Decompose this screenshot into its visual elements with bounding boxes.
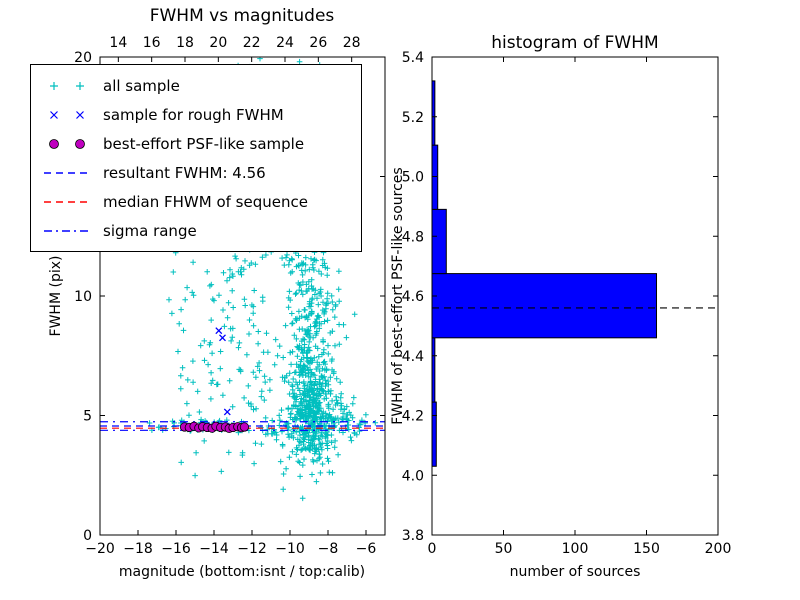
x-tick-label: −14 <box>199 541 229 557</box>
right-plot-axes: 0 50 100 150 200 3.8 4.0 4.2 4.4 4.6 4.8 5.0 5.2 5.4 <box>402 50 732 557</box>
legend-label: all sample <box>103 76 180 95</box>
y-tick-label: 5.4 <box>402 50 424 66</box>
y-tick-label: 5.2 <box>402 110 424 126</box>
plus-icon <box>50 81 84 90</box>
left-xaxis-label: magnitude (bottom:isnt / top:calib) <box>119 564 365 580</box>
x-tick-label: −12 <box>237 541 267 557</box>
right-xaxis-label: number of sources <box>510 564 641 580</box>
x-tick-label: −18 <box>123 541 153 557</box>
top-tick-label: 22 <box>243 35 261 51</box>
circle-icon <box>49 138 85 149</box>
x-tick-label: 150 <box>633 541 660 557</box>
top-tick-label: 24 <box>276 35 294 51</box>
legend-item: sample for rough FWHM <box>41 105 351 125</box>
x-tick-label: 0 <box>428 541 437 557</box>
y-tick-label: 20 <box>74 50 92 66</box>
x-tick-label: −10 <box>275 541 305 557</box>
y-tick-label: 4.0 <box>402 468 424 484</box>
left-plot-title: FWHM vs magnitudes <box>150 6 335 26</box>
psf-sample-marker <box>239 422 249 432</box>
scatter-psf-sample-layer <box>179 421 249 434</box>
y-tick-label: 0 <box>83 528 92 544</box>
legend-label: sample for rough FWHM <box>103 105 284 124</box>
x-tick-label: 50 <box>495 541 513 557</box>
left-yaxis-label: FWHM (pix) <box>48 256 64 337</box>
x-icon <box>50 110 84 119</box>
histogram-bar <box>432 144 439 210</box>
legend-item: median FHWM of sequence <box>41 192 351 212</box>
left-plot-axes: −20 −18 −16 −14 −12 −10 −8 −6 14 16 18 20 22 24 26 28 0 5… <box>74 35 386 557</box>
x-tick-label: −8 <box>318 541 339 557</box>
legend-item: resultant FWHM: 4.56 <box>41 163 351 183</box>
legend: all sample sample for rough FWHM best-effo… <box>30 64 362 252</box>
histogram-bar <box>432 273 658 339</box>
x-tick-label: 200 <box>705 541 732 557</box>
dashed-line-icon <box>44 200 90 203</box>
legend-label: median FHWM of sequence <box>103 192 308 211</box>
top-tick-label: 20 <box>209 35 227 51</box>
histogram-bar <box>432 80 436 146</box>
x-tick-label: 100 <box>562 541 589 557</box>
x-tick-label: −16 <box>161 541 191 557</box>
dashed-line-icon <box>44 171 90 174</box>
histogram-bar <box>432 208 447 275</box>
top-tick-label: 14 <box>109 35 127 51</box>
y-tick-label: 5.0 <box>402 170 424 186</box>
dashdot-line-icon <box>44 229 90 232</box>
histogram-bar <box>432 401 437 467</box>
x-tick-label: −6 <box>356 541 377 557</box>
y-tick-label: 5 <box>83 409 92 425</box>
top-tick-label: 28 <box>343 35 361 51</box>
legend-item: sigma range <box>41 221 351 241</box>
y-tick-label: 4.8 <box>402 229 424 245</box>
top-tick-label: 18 <box>176 35 194 51</box>
y-tick-label: 4.6 <box>402 289 424 305</box>
histogram-bars-layer <box>432 80 658 467</box>
legend-item: best-effort PSF-like sample <box>41 134 351 154</box>
right-yaxis-label: FWHM of best-effort PSF-like sources <box>390 167 406 424</box>
top-tick-label: 26 <box>309 35 327 51</box>
legend-label: sigma range <box>103 221 197 240</box>
y-tick-label: 10 <box>74 289 92 305</box>
legend-label: best-effort PSF-like sample <box>103 134 305 153</box>
top-tick-label: 16 <box>143 35 161 51</box>
legend-label: resultant FWHM: 4.56 <box>103 163 266 182</box>
x-tick-label: −20 <box>85 541 115 557</box>
y-tick-label: 4.2 <box>402 409 424 425</box>
right-plot-title: histogram of FWHM <box>491 33 658 53</box>
y-tick-label: 3.8 <box>402 528 424 544</box>
y-tick-label: 4.4 <box>402 349 424 365</box>
legend-item: all sample <box>41 76 351 96</box>
